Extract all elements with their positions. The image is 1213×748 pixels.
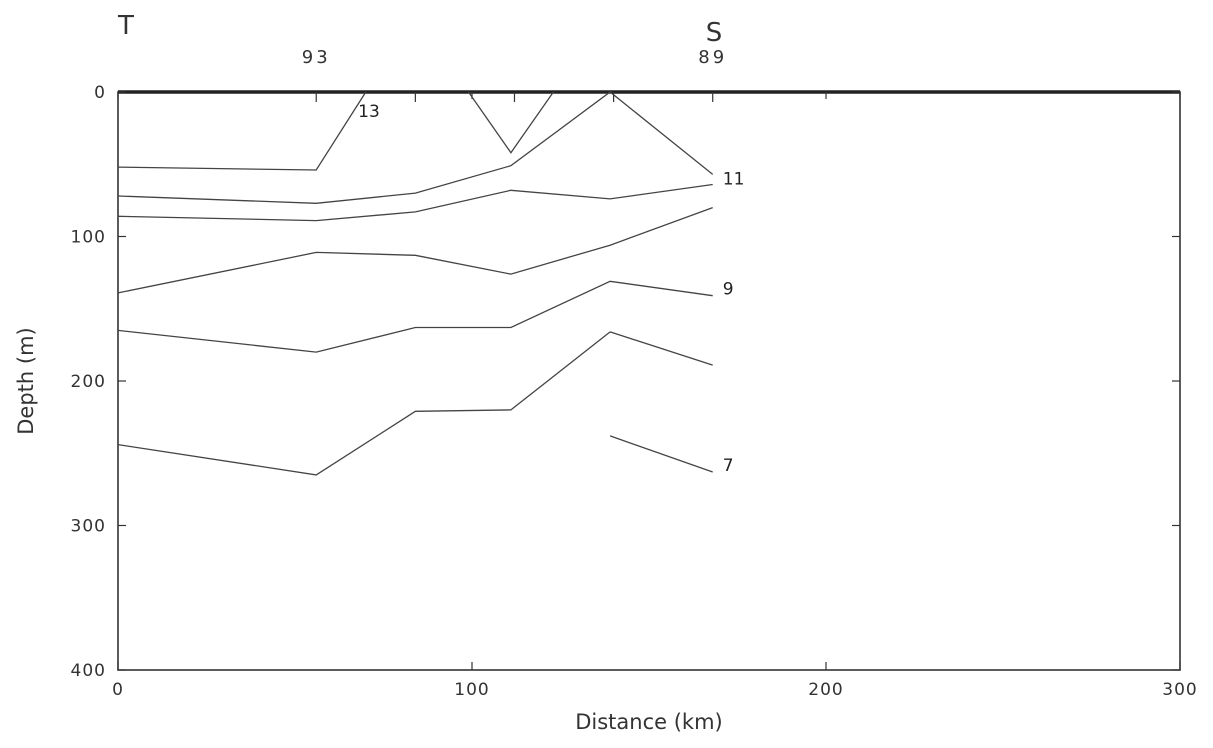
contour-line-4 <box>117 206 713 294</box>
x-tick-label-1: 100 <box>454 680 489 700</box>
y-axis-title: Depth (m) <box>14 327 38 434</box>
station-ticks <box>315 92 714 102</box>
y-tick-label-4: 400 <box>71 661 106 681</box>
x-tick-label-0: 0 <box>112 680 124 700</box>
y-axis: 0 100 200 300 400 <box>71 83 1180 681</box>
y-tick-label-0: 0 <box>94 83 106 103</box>
plot-frame <box>117 91 1181 671</box>
y-tick-label-3: 300 <box>71 517 106 537</box>
x-axis-title: Distance (km) <box>575 710 723 734</box>
contour-line-6 <box>609 331 713 366</box>
y-tick-label-1: 100 <box>71 228 106 248</box>
contour-lines <box>117 91 714 476</box>
station-labels: 93 89 <box>302 47 727 68</box>
contour-label-11: 11 <box>723 170 745 190</box>
x-tick-label-2: 200 <box>808 680 843 700</box>
contour-label-13: 13 <box>358 102 380 122</box>
corner-label-right: S <box>706 18 723 48</box>
corner-label-left: T <box>117 11 134 41</box>
station-label-1: 89 <box>698 47 727 68</box>
contour-line-3 <box>117 183 713 222</box>
contour-label-9: 9 <box>723 280 734 300</box>
station-label-0: 93 <box>302 47 331 68</box>
contour-line-2 <box>117 91 714 204</box>
contour-label-7: 7 <box>723 456 734 476</box>
x-axis: 0 100 200 300 <box>112 92 1197 700</box>
x-tick-label-3: 300 <box>1162 680 1197 700</box>
contour-line-5 <box>117 280 713 353</box>
y-tick-label-2: 200 <box>71 372 106 392</box>
contour-line-8 <box>609 435 713 473</box>
contour-line-0 <box>117 91 367 171</box>
contour-labels: 13 11 9 7 <box>358 102 744 476</box>
contour-line-1 <box>467 91 554 154</box>
contour-line-7 <box>117 331 611 476</box>
